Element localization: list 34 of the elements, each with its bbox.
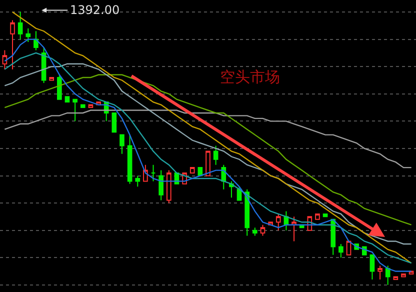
- candlestick: [315, 213, 320, 220]
- candlestick: [120, 134, 124, 154]
- candlestick: [252, 227, 258, 236]
- candlestick: [276, 213, 281, 231]
- candlestick: [127, 134, 132, 184]
- candlestick: [10, 20, 15, 70]
- candlestick: [260, 224, 266, 236]
- candlestick: [190, 167, 195, 174]
- candlestick: [206, 150, 210, 176]
- candlestick: [158, 170, 164, 201]
- candlestick: [378, 265, 382, 280]
- candlestick: [393, 276, 398, 280]
- candlestick: [401, 273, 406, 278]
- candlestick: [244, 188, 250, 236]
- candlestick: [57, 74, 62, 100]
- candlestick: [80, 104, 86, 108]
- candlestick: [330, 218, 336, 256]
- candlestick: [292, 216, 296, 242]
- candlestick: [112, 112, 117, 133]
- candlestick: [338, 243, 344, 258]
- annotation: 1392.00: [70, 3, 120, 17]
- candlestick: [385, 265, 390, 286]
- candlestick: [49, 77, 54, 81]
- candlestick: [64, 96, 70, 103]
- candlestick: [166, 170, 172, 204]
- candlestick: [150, 164, 156, 182]
- candlestick: [213, 145, 218, 166]
- candlestick: [370, 254, 375, 280]
- annotation: 空头市场: [220, 68, 280, 86]
- candlestick: [34, 30, 38, 51]
- candlestick: [135, 175, 140, 188]
- candlestick: [72, 98, 78, 122]
- candlestick: [18, 12, 23, 40]
- candlestick: [26, 28, 31, 43]
